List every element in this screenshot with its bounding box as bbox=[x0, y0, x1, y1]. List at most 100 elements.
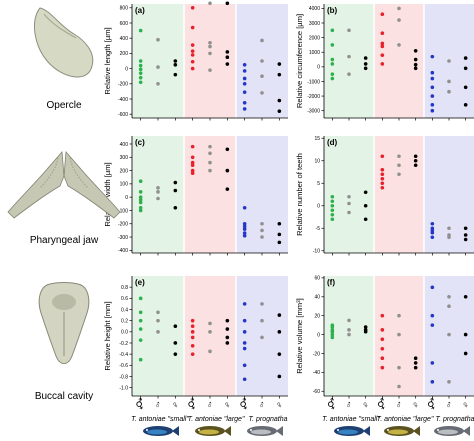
data-point bbox=[208, 160, 212, 165]
data-point bbox=[225, 327, 230, 331]
data-point bbox=[173, 188, 178, 193]
data-point bbox=[430, 94, 435, 98]
data-point bbox=[330, 194, 335, 199]
column-sex-symbol: ♂ bbox=[204, 399, 216, 412]
group-background-1 bbox=[132, 276, 184, 396]
panel-b: 4000 3000 2000 1000 0 -1000 -2000 -3000 (b) Relat… bbox=[295, 4, 474, 121]
data-point bbox=[430, 230, 435, 235]
data-point bbox=[242, 231, 247, 235]
y-tick-label: -5 bbox=[316, 226, 321, 232]
data-point bbox=[260, 228, 264, 233]
fish-tail bbox=[363, 426, 370, 436]
jaw-right-arm bbox=[63, 151, 121, 219]
data-point bbox=[156, 65, 160, 69]
column-sex-symbol: ♂ bbox=[343, 399, 355, 412]
data-point bbox=[447, 294, 451, 299]
data-point bbox=[330, 62, 335, 66]
data-point bbox=[190, 66, 195, 71]
data-point bbox=[138, 80, 143, 85]
data-point bbox=[330, 28, 335, 33]
fish-eye bbox=[250, 429, 252, 431]
data-point bbox=[430, 285, 435, 290]
data-point bbox=[397, 6, 401, 11]
data-point bbox=[380, 356, 385, 361]
y-axis-title: Relative circumference [µm] bbox=[295, 14, 304, 108]
y-tick-label: -10 bbox=[313, 249, 320, 255]
y-tick-label: 4000 bbox=[309, 6, 320, 12]
data-point bbox=[138, 195, 143, 199]
data-point bbox=[156, 330, 160, 334]
data-point bbox=[447, 304, 451, 309]
data-point bbox=[347, 318, 351, 323]
data-point bbox=[156, 196, 160, 201]
data-point bbox=[413, 163, 418, 168]
data-point bbox=[380, 313, 385, 318]
data-point bbox=[330, 43, 335, 47]
column-sex-symbol: ♀ bbox=[170, 399, 182, 412]
data-point bbox=[430, 221, 435, 226]
data-point bbox=[363, 66, 368, 71]
group-background-1 bbox=[324, 136, 374, 253]
group-background-2 bbox=[374, 136, 424, 253]
data-point bbox=[347, 328, 351, 332]
y-tick-label: 0.0 bbox=[121, 330, 128, 336]
data-point bbox=[463, 56, 468, 60]
y-tick-label: -300 bbox=[118, 235, 128, 241]
data-point bbox=[380, 337, 385, 342]
fish-eye bbox=[198, 429, 200, 431]
data-point bbox=[242, 221, 247, 226]
data-point bbox=[173, 341, 178, 345]
opercle-bone-image bbox=[33, 7, 94, 78]
data-point bbox=[413, 365, 418, 370]
fish-belly bbox=[338, 429, 358, 435]
y-tick-label: -100 bbox=[118, 208, 128, 214]
column-sex-symbol: ♂ bbox=[152, 399, 164, 412]
data-point bbox=[380, 346, 385, 351]
data-point bbox=[277, 240, 282, 245]
data-point bbox=[260, 91, 264, 95]
data-point bbox=[413, 361, 418, 365]
fish-eye bbox=[437, 429, 439, 431]
data-point bbox=[430, 76, 435, 81]
pharyngeal-jaw-image bbox=[7, 151, 121, 219]
data-point bbox=[190, 324, 195, 329]
data-point bbox=[277, 232, 282, 237]
data-point bbox=[208, 68, 212, 72]
y-tick-label: 200 bbox=[120, 168, 129, 174]
data-point bbox=[463, 351, 468, 356]
data-point bbox=[330, 212, 335, 217]
data-point bbox=[277, 98, 282, 103]
data-point bbox=[430, 108, 435, 113]
data-point bbox=[413, 62, 418, 67]
fish-eye bbox=[387, 429, 389, 431]
fish-image-2 bbox=[384, 426, 420, 436]
data-point bbox=[242, 76, 247, 81]
data-point bbox=[242, 377, 247, 382]
data-point bbox=[242, 363, 247, 368]
data-point bbox=[430, 313, 435, 318]
data-point bbox=[260, 335, 264, 340]
data-point bbox=[242, 330, 247, 334]
data-point bbox=[447, 59, 451, 63]
fish-tail bbox=[413, 426, 420, 436]
data-point bbox=[397, 172, 401, 177]
data-point bbox=[447, 79, 451, 84]
data-point bbox=[138, 190, 143, 194]
fish-eye bbox=[146, 429, 148, 431]
group-label: T. antoniae "small" bbox=[322, 416, 380, 423]
y-tick-label: -200 bbox=[118, 82, 128, 88]
panel-f: 60 40 20 0 -20 -40 -60 (f) Relative volume [mm³] bbox=[295, 276, 474, 399]
data-point bbox=[447, 380, 451, 384]
panel-label: (a) bbox=[135, 6, 145, 15]
y-tick-label: -2000 bbox=[307, 94, 320, 100]
y-tick-label: 800 bbox=[120, 6, 129, 12]
data-point bbox=[156, 186, 160, 190]
data-point bbox=[447, 332, 451, 337]
data-point bbox=[208, 330, 212, 334]
data-point bbox=[397, 365, 401, 370]
column-sex-symbol: ⚥ bbox=[325, 397, 339, 413]
data-point bbox=[347, 194, 351, 199]
panel-label: (c) bbox=[135, 138, 145, 147]
y-tick-label: 60 bbox=[314, 276, 320, 282]
data-point bbox=[380, 365, 385, 370]
